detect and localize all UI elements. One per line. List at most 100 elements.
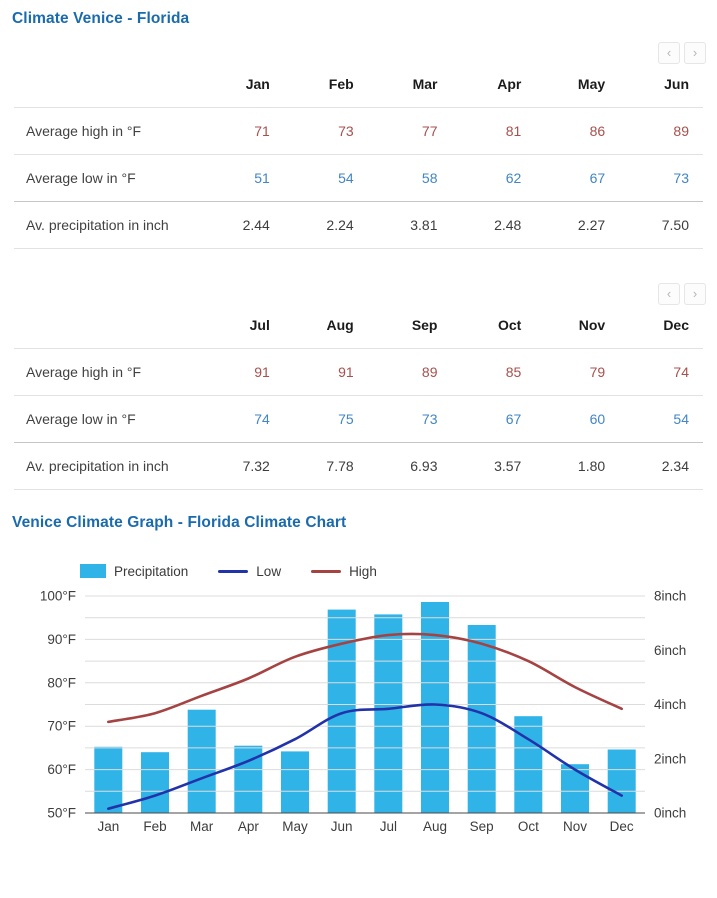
table-row-precip: Av. precipitation in inch 2.44 2.24 3.81 2.4… [14, 202, 703, 249]
cell-value: 60 [589, 411, 606, 427]
x-axis-label: Sep [470, 819, 494, 834]
row-label-header [14, 309, 201, 349]
cell-value: 58 [421, 170, 438, 186]
cell-value: 89 [421, 364, 438, 380]
precipitation-bar [141, 752, 169, 813]
y-axis-label-left: 70°F [47, 719, 76, 734]
climate-table-jul-dec: Jul Aug Sep Oct Nov Dec Average high in °F 91 91… [14, 309, 703, 490]
cell-value: 74 [673, 364, 689, 380]
legend-label: Precipitation [114, 563, 189, 579]
cell-value: 2.34 [661, 458, 689, 474]
cell-value: 73 [673, 170, 689, 186]
chevron-right-icon: › [692, 286, 698, 301]
pager-next-button[interactable]: › [684, 42, 706, 64]
precipitation-bar [94, 746, 123, 813]
cell-value: 86 [589, 123, 606, 139]
cell-value: 54 [673, 411, 689, 427]
cell-value: 79 [589, 364, 606, 380]
y-axis-label-left: 50°F [47, 806, 76, 821]
row-label: Average low in °F [26, 411, 136, 427]
column-header-aug: Aug [283, 309, 368, 349]
cell-value: 91 [254, 364, 270, 380]
cell-value: 85 [505, 364, 522, 380]
cell-value: 2.27 [577, 217, 606, 233]
y-axis-label-right: 4inch [654, 697, 686, 712]
legend-item-precipitation: Precipitation [80, 564, 188, 579]
row-label-header [14, 68, 201, 108]
x-axis-label: Aug [423, 819, 447, 834]
precipitation-bar [561, 764, 589, 813]
climate-table-jan-jun: Jan Feb Mar Apr May Jun Average high in °F 71 73… [14, 68, 703, 249]
table-row-high: Average high in °F 91 91 89 85 79 74 [14, 349, 703, 396]
x-axis-label: May [282, 819, 308, 834]
cell-value: 2.44 [242, 217, 270, 233]
cell-value: 7.32 [242, 458, 270, 474]
column-header-nov: Nov [535, 309, 620, 349]
x-axis-label: Jan [97, 819, 119, 834]
column-header-jan: Jan [200, 68, 284, 108]
x-axis-label: Jul [380, 819, 397, 834]
cell-value: 51 [254, 170, 270, 186]
climate-chart-section: Venice Climate Graph - Florida Climate C… [0, 514, 717, 848]
row-label: Av. precipitation in inch [26, 217, 169, 233]
cell-value: 89 [673, 123, 689, 139]
x-axis-label: Dec [610, 819, 634, 834]
pager-next-button[interactable]: › [684, 283, 706, 305]
column-header-may: May [535, 68, 620, 108]
column-header-apr: Apr [451, 68, 536, 108]
y-axis-label-left: 100°F [40, 589, 76, 604]
table2-pager: ‹ › [0, 283, 706, 305]
cell-value: 67 [589, 170, 606, 186]
precipitation-bar [187, 709, 216, 813]
row-label: Average low in °F [26, 170, 136, 186]
chevron-left-icon: ‹ [666, 286, 672, 301]
precipitation-bar [514, 716, 543, 813]
column-header-sep: Sep [367, 309, 452, 349]
column-header-mar: Mar [367, 68, 452, 108]
y-axis-label-left: 90°F [47, 632, 76, 647]
cell-value: 6.93 [410, 458, 438, 474]
y-axis-label-right: 8inch [654, 589, 686, 604]
x-axis-label: Nov [563, 819, 587, 834]
low-line [107, 703, 623, 810]
row-label: Av. precipitation in inch [26, 458, 169, 474]
x-axis-label: Oct [518, 819, 539, 834]
pager-prev-button[interactable]: ‹ [658, 42, 680, 64]
chevron-right-icon: › [692, 45, 698, 60]
precipitation-bar [281, 751, 309, 813]
legend-label: Low [256, 563, 282, 579]
legend-item-high: High [311, 564, 377, 579]
cell-value: 73 [338, 123, 354, 139]
cell-value: 62 [505, 170, 522, 186]
chevron-left-icon: ‹ [666, 45, 672, 60]
legend-item-low: Low [218, 564, 281, 579]
cell-value: 1.80 [577, 458, 606, 474]
cell-value: 2.24 [326, 217, 354, 233]
cell-value: 81 [505, 123, 522, 139]
cell-value: 77 [421, 123, 438, 139]
cell-value: 7.50 [661, 217, 689, 233]
precipitation-bar [467, 625, 496, 813]
chart-title: Venice Climate Graph - Florida Climate C… [12, 514, 347, 531]
y-axis-label-left: 80°F [47, 675, 76, 690]
cell-value: 3.57 [494, 458, 522, 474]
table-row-high: Average high in °F 71 73 77 81 86 89 [14, 108, 703, 155]
legend-bar-swatch [80, 564, 106, 578]
row-label: Average high in °F [26, 123, 142, 139]
column-header-jul: Jul [200, 309, 284, 349]
cell-value: 74 [254, 411, 270, 427]
cell-value: 2.48 [494, 217, 522, 233]
y-axis-label-right: 2inch [654, 751, 686, 766]
legend-line-swatch [311, 569, 342, 573]
cell-value: 7.78 [326, 458, 354, 474]
table-row-low: Average low in °F 74 75 73 67 60 54 [14, 396, 703, 443]
cell-value: 71 [254, 123, 270, 139]
x-axis-label: Jun [331, 819, 353, 834]
column-header-dec: Dec [619, 309, 703, 349]
y-axis-label-right: 6inch [654, 643, 686, 658]
pager-prev-button[interactable]: ‹ [658, 283, 680, 305]
x-axis-label: Feb [143, 819, 166, 834]
cell-value: 3.81 [410, 217, 438, 233]
row-label: Average high in °F [26, 364, 142, 380]
climate-chart-canvas: 100°F 90°F 80°F 70°F 60°F 50°F 8inch 6inch 4inch… [40, 589, 686, 835]
